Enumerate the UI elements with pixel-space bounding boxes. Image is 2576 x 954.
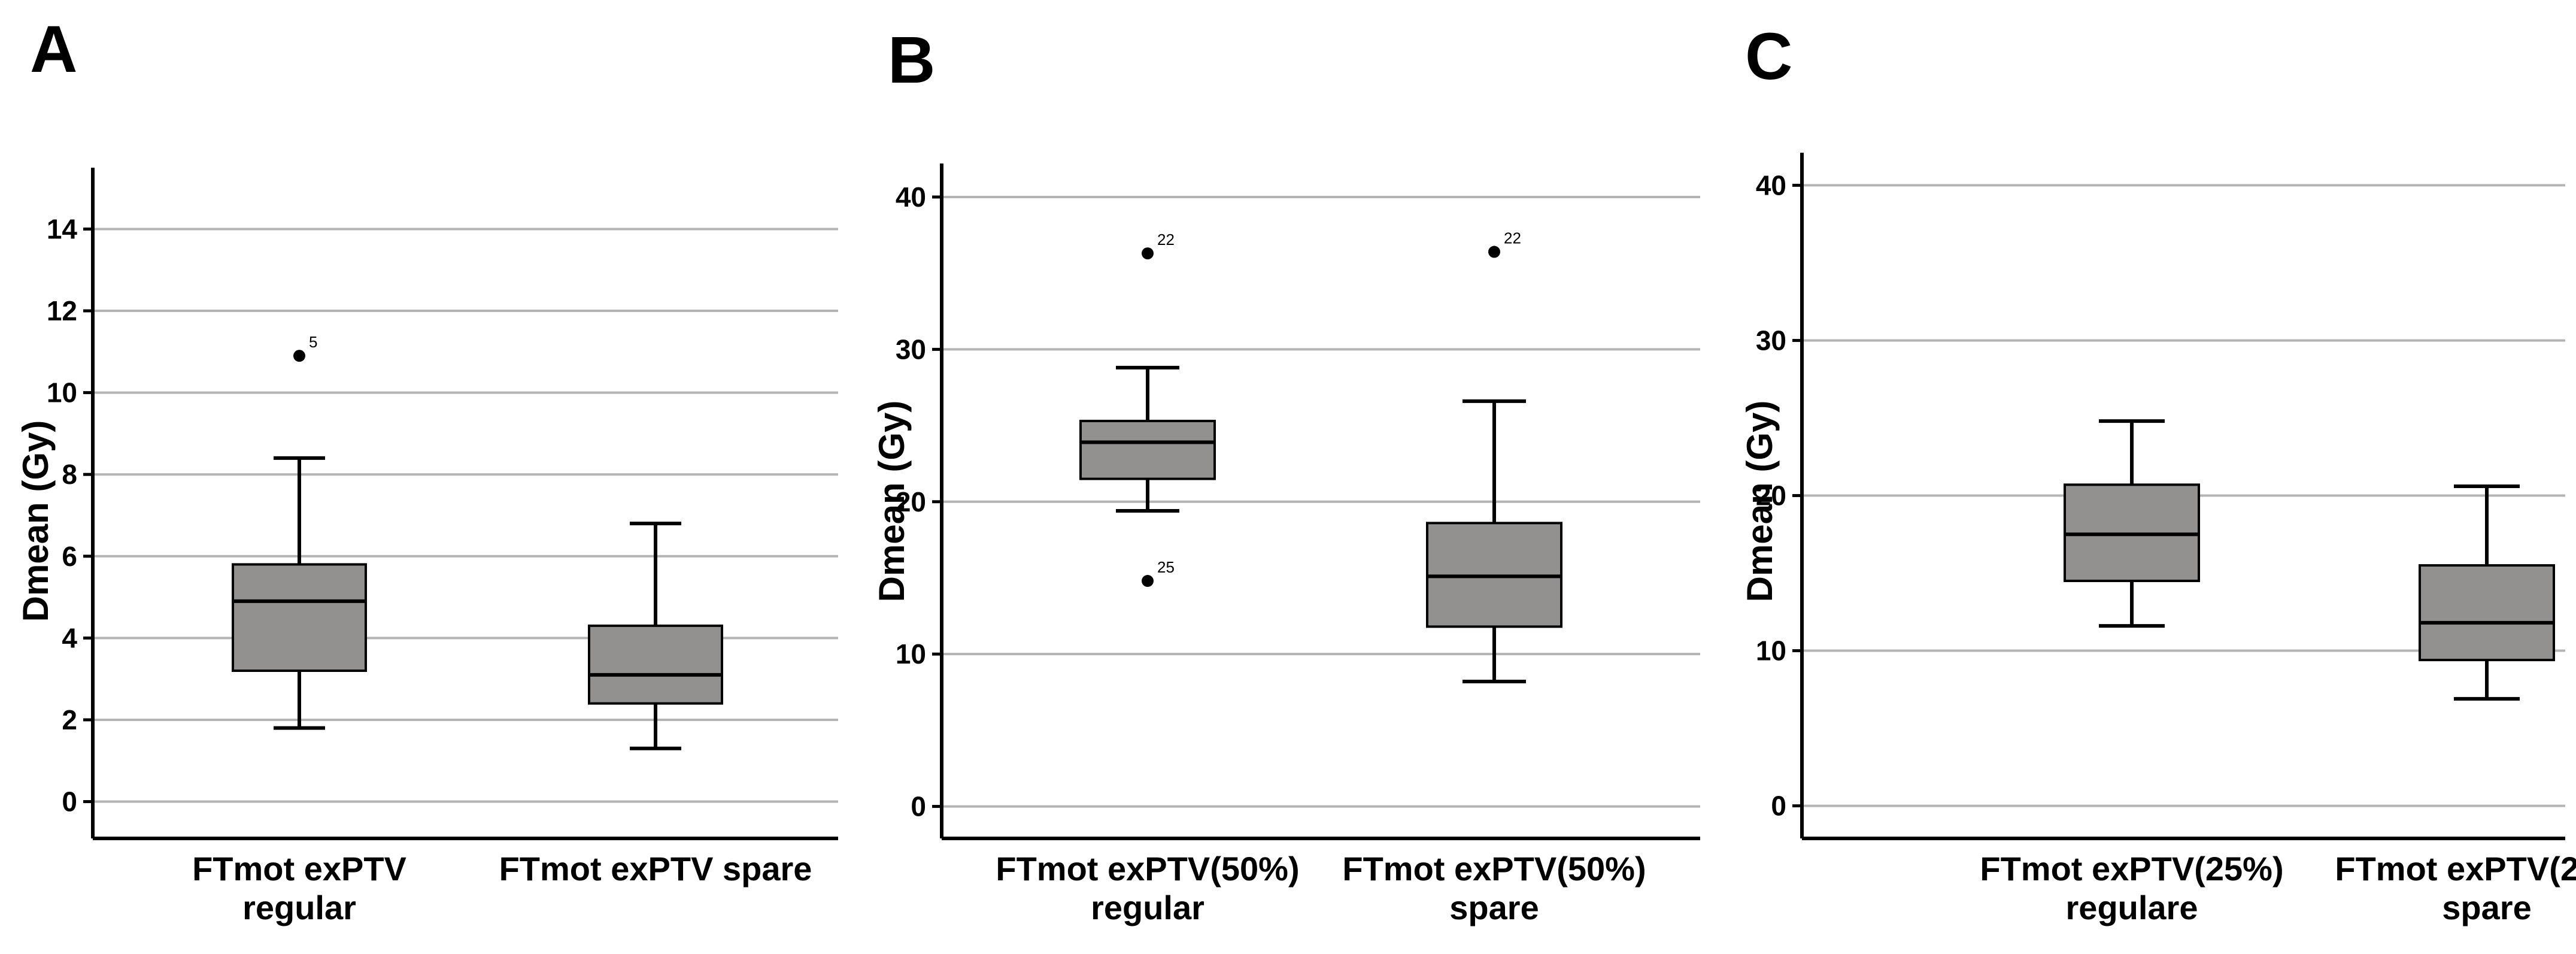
iqr-box <box>232 563 367 672</box>
y-axis-title: Dmean (Gy) <box>1740 401 1780 602</box>
box-group-2: 22 FTmot exPTV(50%)spare <box>1342 229 1646 926</box>
y-tick-label: 0 <box>62 786 77 817</box>
y-tick-label: 14 <box>47 213 78 244</box>
x-category-label: spare <box>1449 889 1539 926</box>
y-tick-label: 20 <box>896 486 926 517</box>
x-category-label: regular <box>1091 889 1204 926</box>
outlier-point <box>1142 575 1154 587</box>
outlier-label: 22 <box>1157 231 1175 249</box>
y-tick-label: 8 <box>62 459 77 490</box>
y-tick-label: 2 <box>62 704 77 735</box>
outlier-point <box>1142 247 1154 260</box>
outlier-point <box>1488 246 1500 258</box>
box-group-1: 22 25 FTmot exPTV(50%)regular <box>996 231 1299 926</box>
x-category-label: FTmot exPTV(50%) <box>996 850 1299 888</box>
chart-panel-a: A 0 2 4 6 8 10 12 14 Dmean (Gy) 5 FTmot exPTVregula… <box>16 13 838 926</box>
outlier-label: 25 <box>1157 558 1175 576</box>
y-axis-title: Dmean (Gy) <box>16 420 56 622</box>
iqr-box <box>1079 419 1216 480</box>
x-category-label: regulare <box>2066 889 2198 926</box>
y-tick-label: 10 <box>47 377 77 408</box>
panel-label: C <box>1745 20 1792 93</box>
y-tick-label: 10 <box>896 638 926 670</box>
x-category-label: FTmot exPTV spare <box>499 850 812 888</box>
x-category-label: FTmot exPTV <box>192 850 406 888</box>
outlier-label: 5 <box>309 333 317 351</box>
x-category-label: FTmot exPTV(25%) <box>2335 850 2576 888</box>
y-tick-label: 30 <box>896 334 926 365</box>
y-axis-title: Dmean (Gy) <box>872 401 912 602</box>
panel-label: A <box>30 13 77 86</box>
y-tick-label: 40 <box>896 181 926 213</box>
x-category-label: spare <box>2442 889 2531 926</box>
box-group-1: FTmot exPTV(25%)regulare <box>1980 419 2284 926</box>
box-group-2: FTmot exPTV spare <box>499 522 812 888</box>
y-tick-label: 0 <box>911 791 926 822</box>
outlier-point <box>293 350 305 362</box>
iqr-box <box>2419 564 2555 662</box>
outlier-label: 22 <box>1504 229 1521 247</box>
iqr-box <box>588 624 723 705</box>
x-category-label: FTmot exPTV(25%) <box>1980 850 2283 888</box>
panel-label: B <box>888 23 935 97</box>
x-category-label: regular <box>242 889 356 926</box>
y-tick-label: 0 <box>1771 791 1786 822</box>
y-tick-label: 30 <box>1756 325 1786 356</box>
y-tick-label: 4 <box>62 622 77 653</box>
y-tick-label: 12 <box>47 295 77 326</box>
y-tick-label: 6 <box>62 541 77 572</box>
box-group-2: FTmot exPTV(25%)spare <box>2335 484 2576 926</box>
chart-panel-b: B 0 10 20 30 40 Dmean (Gy) 22 25 FTmot exPTV(50%)… <box>872 23 1700 926</box>
x-category-label: FTmot exPTV(50%) <box>1342 850 1646 888</box>
y-tick-label: 10 <box>1756 635 1786 667</box>
y-tick-label: 40 <box>1756 169 1786 201</box>
y-tick-label: 20 <box>1756 480 1786 511</box>
